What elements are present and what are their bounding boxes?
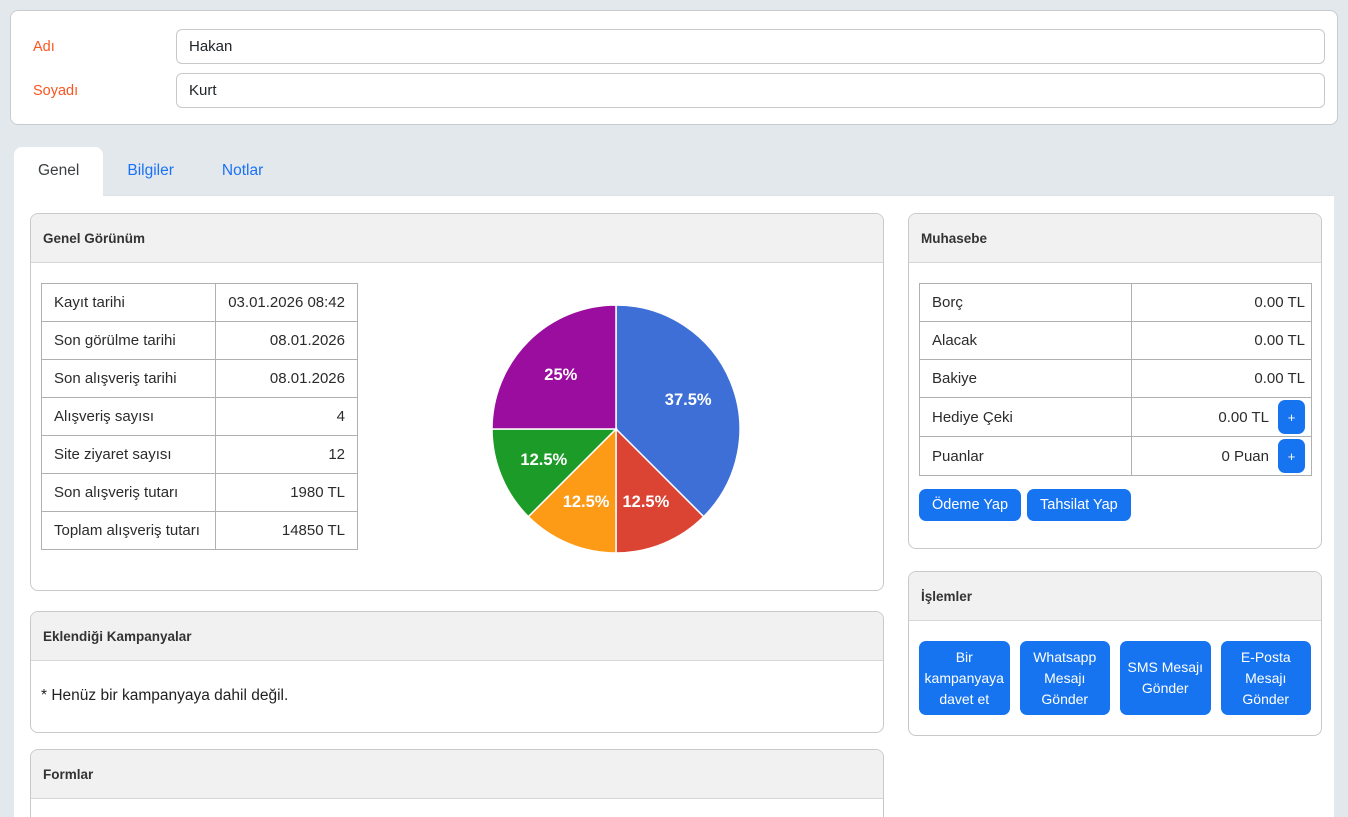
accounting-panel-title: Muhasebe bbox=[909, 214, 1321, 263]
campaigns-panel: Eklendiği Kampanyalar * Henüz bir kampan… bbox=[30, 611, 884, 733]
first-name-label: Adı bbox=[33, 38, 55, 55]
overview-row: Son görülme tarihi 08.01.2026 bbox=[40, 321, 358, 360]
accounting-row: Puanlar 0 Puan + bbox=[919, 436, 1312, 476]
pie-slice bbox=[614, 304, 741, 518]
actions-panel-title: İşlemler bbox=[909, 572, 1321, 621]
action-button[interactable]: E-Posta Mesajı Gönder bbox=[1220, 641, 1311, 715]
overview-row-label: Toplam alışveriş tutarı bbox=[40, 511, 217, 550]
overview-row: Kayıt tarihi 03.01.2026 08:42 bbox=[40, 283, 358, 322]
actions-panel: İşlemler Bir kampanyaya davet et Whatsap… bbox=[908, 571, 1322, 736]
forms-panel-title: Formlar bbox=[31, 750, 883, 799]
pie-slice bbox=[614, 427, 705, 554]
accounting-table: Borç 0.00 TL Alacak 0.00 bbox=[919, 283, 1312, 476]
overview-row-label: Kayıt tarihi bbox=[40, 283, 217, 322]
accounting-row-label: Borç bbox=[919, 283, 1132, 322]
accounting-row-value: 0.00 TL bbox=[1254, 332, 1305, 349]
action-button[interactable]: SMS Mesajı Gönder bbox=[1120, 641, 1211, 715]
pie-slice-label: 12.5% bbox=[520, 451, 567, 469]
pie-slice bbox=[490, 428, 618, 518]
overview-row-label: Son alışveriş tutarı bbox=[40, 473, 217, 512]
accounting-row-value: 0.00 TL bbox=[1254, 294, 1305, 311]
pie-slice bbox=[526, 427, 617, 554]
payment-button[interactable]: Ödeme Yap bbox=[919, 489, 1022, 521]
accounting-row: Bakiye 0.00 TL bbox=[919, 359, 1312, 398]
pie-slice-label: 25% bbox=[544, 366, 577, 384]
pie-slice-label: 12.5% bbox=[562, 493, 609, 511]
overview-row-value: 03.01.2026 08:42 bbox=[215, 283, 358, 322]
overview-row: Alışveriş sayısı 4 bbox=[40, 397, 358, 436]
accounting-row-value: 0.00 TL bbox=[1218, 408, 1269, 426]
overview-row-label: Son görülme tarihi bbox=[40, 321, 217, 360]
accounting-row-value: 0 Puan bbox=[1221, 447, 1269, 465]
tab-bar: Genel Bilgiler Notlar bbox=[14, 147, 287, 196]
pie-slice-label: 12.5% bbox=[622, 493, 669, 511]
accounting-row: Hediye Çeki 0.00 TL + bbox=[919, 397, 1312, 437]
overview-row-value: 08.01.2026 bbox=[215, 321, 358, 360]
pie-slice-label: 37.5% bbox=[664, 391, 711, 409]
overview-row-value: 1980 TL bbox=[215, 473, 358, 512]
last-name-label: Soyadı bbox=[33, 82, 79, 99]
overview-row: Toplam alışveriş tutarı 14850 TL bbox=[40, 511, 358, 550]
accounting-row-label: Hediye Çeki bbox=[919, 397, 1132, 437]
first-name-input[interactable] bbox=[176, 29, 1325, 64]
campaigns-panel-title: Eklendiği Kampanyalar bbox=[31, 612, 883, 661]
overview-row-label: Son alışveriş tarihi bbox=[40, 359, 217, 398]
pie-slice bbox=[490, 304, 617, 430]
action-button[interactable]: Bir kampanyaya davet et bbox=[919, 641, 1010, 715]
add-button[interactable]: + bbox=[1278, 439, 1305, 473]
accounting-row-label: Puanlar bbox=[919, 436, 1132, 476]
accounting-row: Alacak 0.00 TL bbox=[919, 321, 1312, 360]
action-button[interactable]: Whatsapp Mesajı Gönder bbox=[1019, 641, 1110, 715]
forms-panel: Formlar bbox=[30, 749, 884, 817]
overview-row-value: 4 bbox=[215, 397, 358, 436]
overview-row: Son alışveriş tutarı 1980 TL bbox=[40, 473, 358, 512]
tab-genel[interactable]: Genel bbox=[14, 147, 104, 196]
overview-row-value: 08.01.2026 bbox=[215, 359, 358, 398]
tab-bilgiler[interactable]: Bilgiler bbox=[127, 162, 174, 179]
last-name-input[interactable] bbox=[176, 73, 1325, 108]
overview-row-label: Site ziyaret sayısı bbox=[40, 435, 217, 474]
accounting-row-label: Alacak bbox=[919, 321, 1132, 360]
accounting-row-label: Bakiye bbox=[919, 359, 1132, 398]
customer-form-card: Adı Soyadı bbox=[10, 10, 1338, 125]
campaigns-empty-text: * Henüz bir kampanyaya dahil değil. bbox=[41, 687, 289, 704]
overview-row: Son alışveriş tarihi 08.01.2026 bbox=[40, 359, 358, 398]
overview-row: Site ziyaret sayısı 12 bbox=[40, 435, 358, 474]
pie-chart: 37.5% 12.5% 12.5% 12.5% 25% bbox=[490, 304, 741, 554]
accounting-panel: Muhasebe Borç 0.00 TL bbox=[908, 213, 1322, 549]
overview-table: Kayıt tarihi 03.01.2026 08:42 Son görülm… bbox=[40, 283, 358, 550]
collection-button[interactable]: Tahsilat Yap bbox=[1027, 489, 1131, 521]
overview-panel-title: Genel Görünüm bbox=[31, 214, 883, 263]
accounting-row: Borç 0.00 TL bbox=[919, 283, 1312, 322]
tab-content: Genel Görünüm Kayıt tarihi 03.01.2026 08… bbox=[14, 195, 1334, 817]
add-button[interactable]: + bbox=[1278, 400, 1305, 434]
overview-row-value: 14850 TL bbox=[215, 511, 358, 550]
overview-row-label: Alışveriş sayısı bbox=[40, 397, 217, 436]
overview-row-value: 12 bbox=[215, 435, 358, 474]
overview-panel: Genel Görünüm Kayıt tarihi 03.01.2026 08… bbox=[30, 213, 884, 591]
accounting-row-value: 0.00 TL bbox=[1254, 370, 1305, 387]
tab-notlar[interactable]: Notlar bbox=[221, 162, 264, 179]
